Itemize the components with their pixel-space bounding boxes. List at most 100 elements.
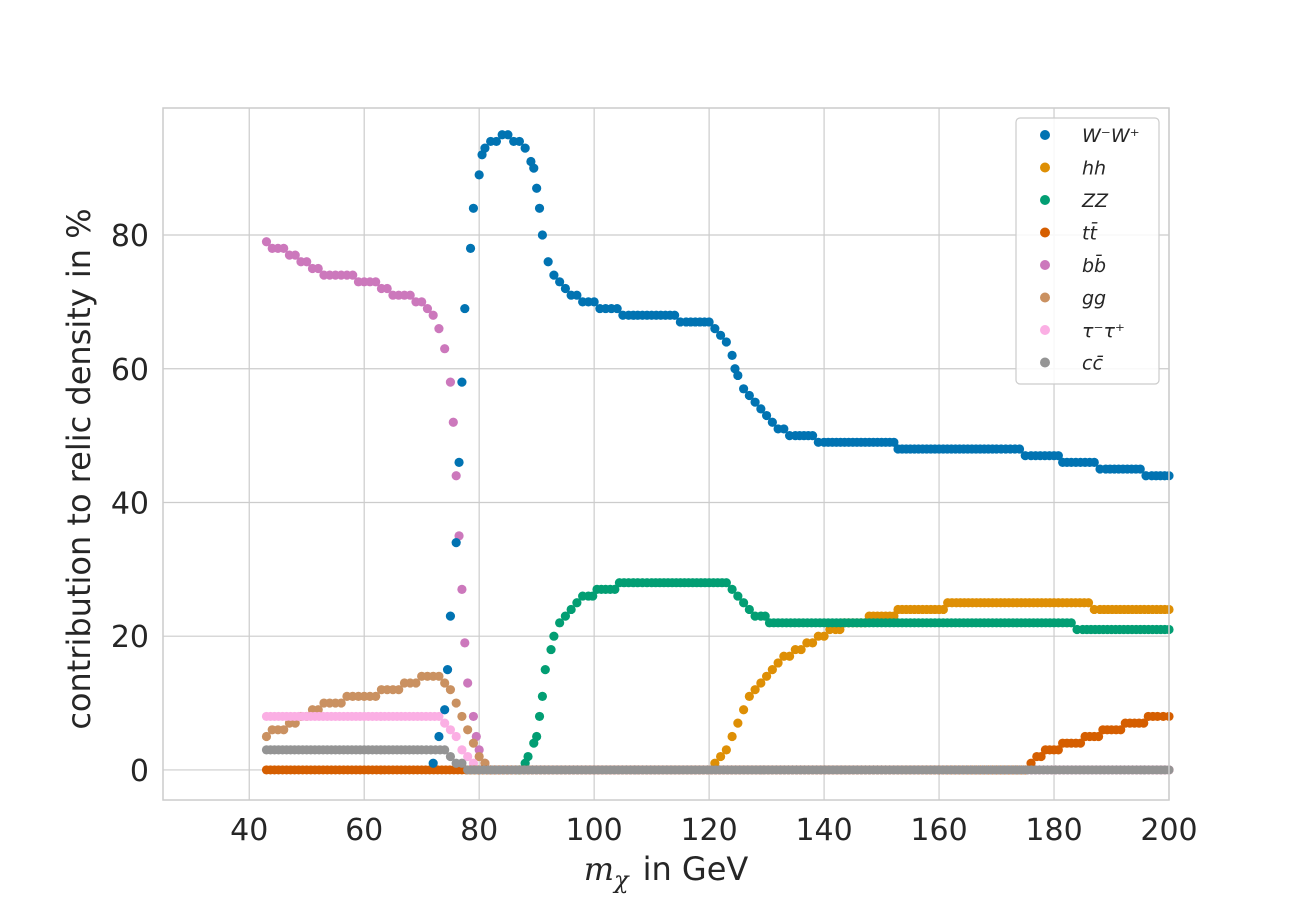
data-point	[503, 130, 513, 140]
data-point	[739, 384, 749, 394]
data-point	[457, 377, 467, 387]
data-point	[445, 725, 456, 735]
data-point	[445, 751, 456, 762]
data-point	[733, 591, 743, 601]
data-point	[405, 290, 415, 300]
x-axis-label-symbol: m	[584, 850, 614, 888]
series-0	[428, 130, 1174, 768]
data-point	[750, 397, 760, 407]
data-point	[302, 257, 312, 267]
data-point	[572, 290, 582, 300]
x-axis-label: mχ in GeV	[584, 850, 749, 894]
data-point	[440, 718, 450, 728]
data-point	[1089, 457, 1099, 467]
x-axis-label-subscript: χ	[612, 866, 630, 894]
data-point	[529, 163, 539, 173]
series-2	[514, 578, 1174, 775]
data-point	[454, 457, 464, 467]
data-point	[588, 591, 598, 601]
data-point	[807, 638, 818, 648]
data-point	[1083, 598, 1094, 608]
data-point	[540, 665, 550, 675]
data-point	[819, 631, 829, 641]
data-point	[460, 638, 470, 648]
data-point	[480, 143, 490, 153]
data-point	[348, 270, 358, 280]
data-point	[448, 417, 458, 427]
data-point	[463, 678, 473, 688]
data-point	[1075, 738, 1086, 748]
data-point	[555, 618, 565, 628]
data-point	[534, 711, 545, 722]
data-point	[394, 685, 404, 695]
data-point	[445, 611, 456, 621]
x-tick-label: 180	[1025, 813, 1082, 848]
data-point	[290, 250, 300, 260]
data-point	[739, 598, 749, 608]
data-point	[451, 698, 461, 708]
x-tick-label: 100	[566, 813, 623, 848]
x-tick-label: 140	[795, 813, 852, 848]
data-point	[313, 263, 323, 274]
data-point	[727, 350, 737, 360]
data-point	[532, 731, 542, 742]
data-point	[1116, 725, 1126, 735]
x-tick-label: 120	[680, 813, 737, 848]
data-point	[744, 691, 754, 701]
data-series	[261, 130, 1174, 775]
data-point	[537, 691, 548, 701]
data-point	[468, 203, 479, 213]
data-point	[1053, 451, 1063, 461]
data-point	[704, 317, 714, 327]
data-point	[451, 731, 461, 742]
legend-label: τ⁻τ⁺	[1082, 320, 1125, 342]
data-point	[744, 604, 754, 615]
data-point	[549, 631, 559, 641]
data-point	[457, 745, 467, 755]
data-point	[716, 751, 726, 762]
data-point	[572, 598, 582, 608]
data-point	[336, 698, 346, 708]
data-point	[440, 745, 450, 755]
data-point	[566, 604, 576, 615]
data-point	[279, 725, 289, 735]
legend-marker	[1040, 357, 1050, 368]
y-axis-label: contribution to relic density in %	[60, 208, 98, 729]
data-point	[434, 711, 444, 722]
data-point	[1066, 618, 1076, 628]
data-point	[434, 324, 444, 334]
x-tick-label: 60	[345, 813, 383, 848]
data-point	[460, 303, 470, 314]
data-point	[514, 136, 525, 147]
data-point	[767, 665, 777, 675]
data-point	[750, 685, 760, 695]
data-point	[457, 711, 467, 722]
legend-label: hh	[1082, 158, 1106, 180]
data-point	[457, 584, 467, 594]
data-point	[463, 725, 473, 735]
x-tick-label: 40	[230, 813, 268, 848]
data-point	[532, 183, 542, 193]
data-point	[549, 270, 559, 280]
data-point	[457, 758, 467, 768]
data-point	[756, 678, 766, 688]
series-1	[710, 598, 1174, 768]
data-point	[474, 745, 484, 755]
data-point	[1036, 751, 1046, 762]
data-point	[442, 665, 453, 675]
data-point	[589, 297, 599, 307]
legend-marker	[1040, 227, 1050, 238]
data-point	[428, 758, 438, 768]
data-point	[733, 370, 743, 381]
data-point	[261, 731, 272, 742]
data-point	[468, 738, 479, 748]
data-point	[445, 685, 456, 695]
grid-lines	[163, 108, 1170, 800]
data-point	[807, 431, 818, 441]
plot-frame	[162, 107, 1170, 801]
data-point	[721, 578, 731, 588]
data-point	[543, 257, 553, 267]
legend-marker	[1040, 162, 1050, 173]
data-point	[670, 310, 680, 320]
x-tick-label: 80	[460, 813, 498, 848]
